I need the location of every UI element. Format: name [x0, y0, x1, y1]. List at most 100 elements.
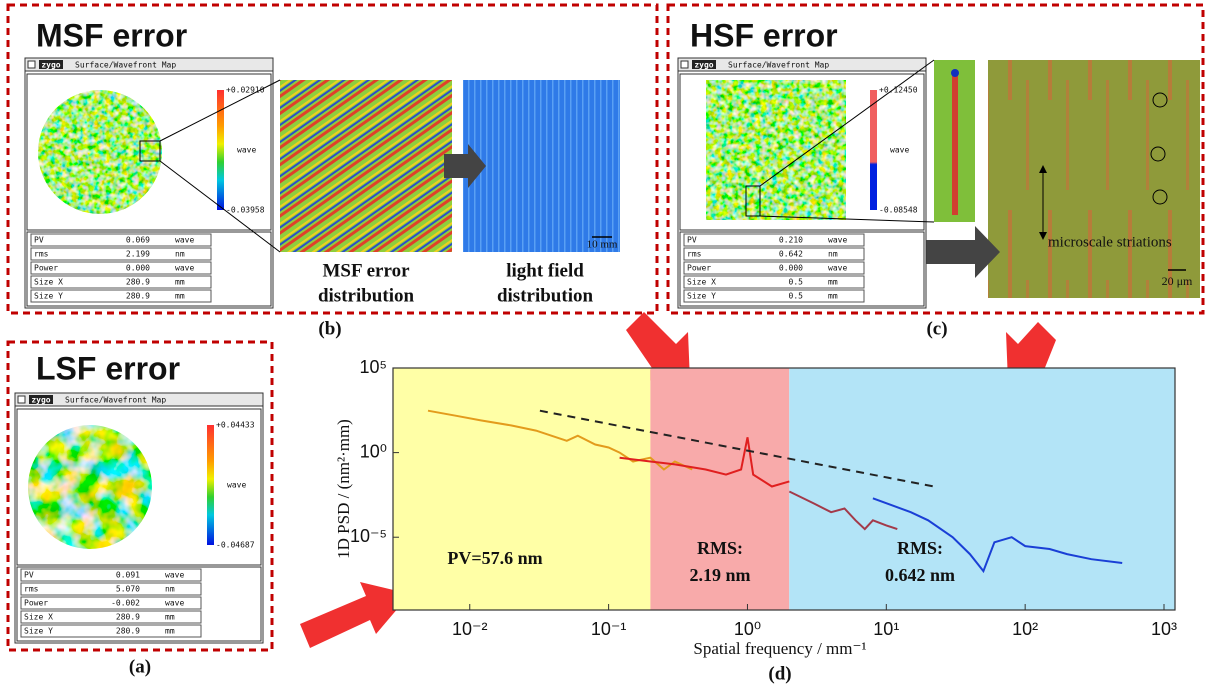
map-base: [28, 425, 152, 549]
arrowhead: [1039, 165, 1047, 173]
stat-unit: mm: [175, 292, 185, 301]
scale-unit: wave: [237, 146, 256, 155]
zoom-line: [759, 59, 935, 187]
series-line: [788, 490, 898, 531]
stat-unit: wave: [828, 236, 847, 245]
stat-unit: nm: [828, 250, 838, 259]
stat-cell: [20, 596, 202, 610]
lsf-title: LSF error: [36, 350, 180, 386]
stat-value: 0.5: [789, 278, 804, 287]
stat-unit: wave: [828, 264, 847, 273]
stat-value: 0.5: [789, 292, 804, 301]
microscope-image: [988, 60, 1200, 298]
arrow: [926, 226, 1000, 278]
band: [393, 368, 651, 610]
stat-unit: nm: [165, 585, 175, 594]
colorbar: [207, 425, 214, 545]
stat-unit: nm: [175, 250, 185, 259]
brand-box: [29, 395, 53, 404]
window-icon: [27, 60, 36, 69]
stat-value: 280.9: [126, 292, 150, 301]
stats-frame: [16, 566, 262, 642]
stat-unit: wave: [165, 599, 184, 608]
red-arrow: [300, 582, 410, 648]
window-icon: [17, 395, 26, 404]
stat-cell: [683, 233, 865, 247]
x-tick-label: 10³: [1151, 619, 1177, 639]
annotation: 2.19 nm: [689, 565, 750, 585]
stat-name: rms: [34, 250, 49, 259]
stat-unit: wave: [165, 571, 184, 580]
x-tick-label: 10⁻¹: [591, 619, 627, 639]
y-axis-label: 1D PSD / (nm²·mm): [334, 419, 353, 559]
stat-cell: [20, 568, 202, 582]
scale-unit: wave: [227, 481, 246, 490]
stat-unit: mm: [165, 613, 175, 622]
annotation: RMS:: [697, 538, 743, 558]
stat-cell: [683, 275, 865, 289]
stat-cell: [20, 610, 202, 624]
stat-name: Size Y: [34, 292, 63, 301]
stat-name: Size Y: [687, 292, 716, 301]
stat-name: Size X: [34, 278, 63, 287]
colorbar: [870, 90, 877, 210]
scale-unit: wave: [890, 146, 909, 155]
msf-title: MSF error: [36, 17, 187, 53]
stat-value: 280.9: [116, 613, 140, 622]
zoom-box: [745, 185, 761, 217]
annotation: PV=57.6 nm: [447, 548, 542, 568]
stat-name: rms: [687, 250, 702, 259]
stat-cell: [683, 289, 865, 303]
msf-frame: [6, 3, 659, 315]
y-tick-label: 10⁵: [360, 357, 387, 377]
scale-max: +0.04433: [216, 421, 255, 430]
stat-value: 0.091: [116, 571, 140, 580]
stat-name: Power: [687, 264, 711, 273]
stat-unit: mm: [165, 627, 175, 636]
caption: light field: [506, 260, 584, 281]
stat-name: Power: [24, 599, 48, 608]
scale-min: -0.03958: [226, 206, 265, 215]
scale-bar-label: 20 μm: [1162, 274, 1193, 288]
zoom-box: [139, 140, 161, 162]
marker: [1152, 92, 1168, 108]
stat-value: 280.9: [126, 278, 150, 287]
stat-value: 0.000: [779, 264, 803, 273]
caption: MSF error: [322, 260, 410, 281]
brand-box: [692, 60, 716, 69]
stat-cell: [20, 624, 202, 638]
stat-unit: mm: [828, 278, 838, 287]
stat-unit: wave: [175, 236, 194, 245]
stat-cell: [30, 275, 212, 289]
stat-name: PV: [24, 571, 34, 580]
zoom-line: [159, 160, 281, 253]
arrow: [444, 144, 486, 188]
stat-value: 5.070: [116, 585, 140, 594]
strip-streak: [952, 75, 958, 215]
map-base: [706, 80, 846, 220]
stat-name: Size Y: [24, 627, 53, 636]
hsf-frame: [666, 3, 1205, 315]
map-base: [38, 90, 162, 214]
window-title: Surface/Wavefront Map: [65, 396, 166, 405]
x-tick-label: 10⁰: [734, 619, 761, 639]
panel-label: (d): [768, 663, 791, 684]
annotation: RMS:: [897, 538, 943, 558]
scale-bar-label: 10 mm: [587, 239, 618, 251]
band: [789, 368, 1175, 610]
x-tick-label: 10²: [1012, 619, 1038, 639]
stat-value: -0.002: [111, 599, 140, 608]
window-icon: [680, 60, 689, 69]
stat-cell: [20, 582, 202, 596]
scale-max: +0.02910: [226, 86, 265, 95]
zoom-line: [759, 215, 935, 223]
annotation: 0.642 nm: [885, 565, 955, 585]
brand: zygo: [31, 396, 50, 405]
light-field-image: [463, 80, 620, 252]
y-tick-label: 10⁻⁵: [350, 526, 387, 546]
stats-frame: [679, 231, 925, 307]
stat-cell: [683, 247, 865, 261]
series-line: [539, 409, 935, 488]
stat-value: 0.000: [126, 264, 150, 273]
